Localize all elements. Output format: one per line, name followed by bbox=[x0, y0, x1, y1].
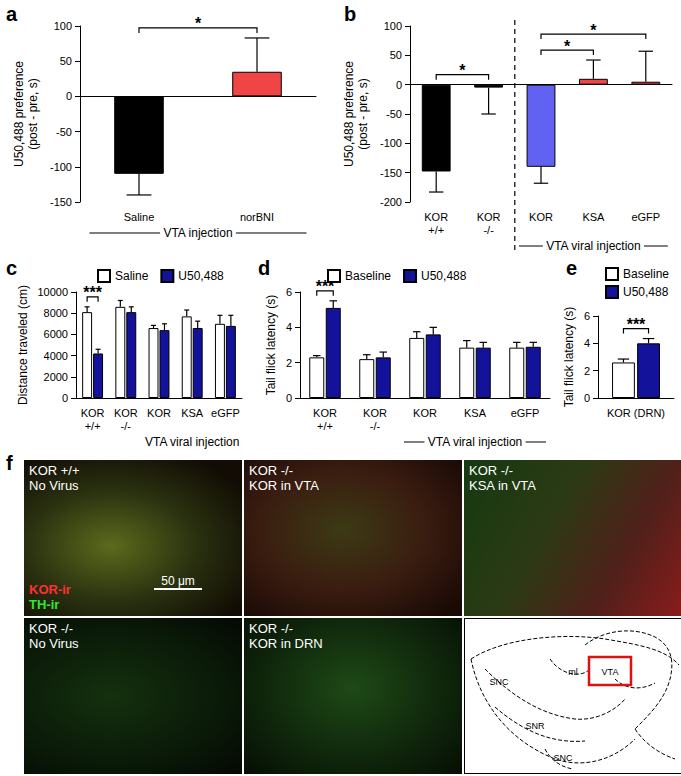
svg-text:0: 0 bbox=[62, 392, 68, 404]
svg-text:+/+: +/+ bbox=[85, 420, 101, 432]
svg-text:SNC: SNC bbox=[553, 753, 573, 763]
svg-text:*: * bbox=[195, 15, 202, 32]
html-text:f: f bbox=[6, 452, 13, 474]
html-text:TH-ir: TH-ir bbox=[29, 597, 60, 612]
svg-text:b: b bbox=[344, 3, 356, 25]
svg-text:-100: -100 bbox=[50, 161, 72, 173]
svg-text:U50,488 preference: U50,488 preference bbox=[12, 61, 26, 167]
svg-text:d: d bbox=[258, 257, 270, 279]
svg-text:KOR: KOR bbox=[424, 211, 448, 223]
svg-text:(post - pre, s): (post - pre, s) bbox=[26, 78, 40, 149]
svg-text:-/-: -/- bbox=[121, 420, 132, 432]
svg-text:+/+: +/+ bbox=[428, 224, 444, 236]
svg-text:2: 2 bbox=[286, 357, 292, 369]
svg-text:-200: -200 bbox=[380, 196, 402, 208]
svg-text:KOR (DRN): KOR (DRN) bbox=[607, 407, 665, 419]
svg-text:KOR: KOR bbox=[114, 407, 138, 419]
svg-text:***: *** bbox=[83, 284, 102, 301]
svg-text:0: 0 bbox=[66, 90, 72, 102]
svg-text:100: 100 bbox=[54, 20, 72, 32]
html-text:KOR +/+ No Virus: KOR +/+ No Virus bbox=[29, 463, 80, 493]
svg-text:Baseline: Baseline bbox=[623, 267, 669, 281]
svg-text:KOR: KOR bbox=[363, 407, 387, 419]
svg-text:*: * bbox=[590, 22, 597, 39]
svg-text:+/+: +/+ bbox=[317, 420, 333, 432]
svg-text:50: 50 bbox=[390, 49, 402, 61]
html-text:KOR -/- No Virus: KOR -/- No Virus bbox=[29, 621, 79, 651]
svg-text:KOR: KOR bbox=[313, 407, 337, 419]
svg-text:100: 100 bbox=[384, 20, 402, 32]
svg-text:c: c bbox=[6, 257, 17, 279]
svg-text:Saline: Saline bbox=[124, 211, 155, 223]
svg-text:e: e bbox=[566, 257, 577, 279]
svg-text:eGFP: eGFP bbox=[211, 407, 240, 419]
html-text:50 μm: 50 μm bbox=[161, 574, 195, 588]
svg-text:50: 50 bbox=[60, 55, 72, 67]
html-text:KOR -/- KOR in DRN: KOR -/- KOR in DRN bbox=[249, 621, 323, 651]
svg-text:4000: 4000 bbox=[44, 350, 68, 362]
svg-text:Tail flick latency (s): Tail flick latency (s) bbox=[264, 295, 278, 396]
svg-text:KSA: KSA bbox=[181, 407, 204, 419]
svg-text:0: 0 bbox=[584, 392, 590, 404]
svg-text:Tail flick latency (s): Tail flick latency (s) bbox=[562, 307, 576, 408]
svg-text:KOR: KOR bbox=[413, 407, 437, 419]
svg-text:4: 4 bbox=[286, 321, 292, 333]
svg-text:-/-: -/- bbox=[370, 420, 381, 432]
svg-text:KOR: KOR bbox=[81, 407, 105, 419]
svg-text:-100: -100 bbox=[380, 137, 402, 149]
svg-text:2: 2 bbox=[584, 365, 590, 377]
svg-text:eGFP: eGFP bbox=[511, 407, 540, 419]
svg-text:Distance traveled (cm): Distance traveled (cm) bbox=[16, 285, 30, 405]
svg-text:U50,488: U50,488 bbox=[623, 285, 669, 299]
svg-text:a: a bbox=[6, 3, 18, 25]
html-text:KOR-ir: KOR-ir bbox=[29, 582, 71, 597]
svg-text:6: 6 bbox=[584, 310, 590, 322]
svg-text:Baseline: Baseline bbox=[345, 269, 391, 283]
svg-text:(post - pre, s): (post - pre, s) bbox=[356, 78, 370, 149]
svg-text:-50: -50 bbox=[56, 126, 72, 138]
svg-text:VTA viral injection: VTA viral injection bbox=[428, 435, 522, 449]
svg-text:-150: -150 bbox=[50, 196, 72, 208]
svg-text:norBNI: norBNI bbox=[240, 211, 274, 223]
svg-text:*: * bbox=[459, 62, 466, 79]
svg-text:*: * bbox=[564, 38, 571, 55]
svg-text:0: 0 bbox=[396, 79, 402, 91]
svg-text:ml: ml bbox=[568, 667, 578, 677]
svg-text:KOR: KOR bbox=[529, 211, 553, 223]
svg-text:SNR: SNR bbox=[525, 721, 545, 731]
svg-text:-150: -150 bbox=[380, 167, 402, 179]
svg-text:VTA viral injection: VTA viral injection bbox=[145, 435, 239, 449]
svg-text:6: 6 bbox=[286, 286, 292, 298]
svg-text:U50,488: U50,488 bbox=[421, 269, 467, 283]
svg-text:eGFP: eGFP bbox=[631, 211, 660, 223]
html-text:KOR -/- KOR in VTA: KOR -/- KOR in VTA bbox=[249, 463, 319, 493]
svg-text:10000: 10000 bbox=[37, 286, 68, 298]
svg-text:-50: -50 bbox=[386, 108, 402, 120]
svg-text:2000: 2000 bbox=[44, 371, 68, 383]
svg-text:-/-: -/- bbox=[483, 224, 494, 236]
svg-text:SNC: SNC bbox=[489, 677, 509, 687]
svg-text:6000: 6000 bbox=[44, 328, 68, 340]
svg-text:KOR: KOR bbox=[147, 407, 171, 419]
svg-text:U50,488 preference: U50,488 preference bbox=[342, 61, 356, 167]
svg-text:0: 0 bbox=[286, 392, 292, 404]
svg-text:***: *** bbox=[627, 316, 646, 333]
svg-text:KOR: KOR bbox=[477, 211, 501, 223]
svg-text:KSA: KSA bbox=[582, 211, 605, 223]
svg-text:8000: 8000 bbox=[44, 307, 68, 319]
svg-text:VTA: VTA bbox=[602, 667, 619, 677]
svg-text:U50,488: U50,488 bbox=[178, 269, 224, 283]
svg-text:VTA injection: VTA injection bbox=[163, 226, 232, 240]
svg-text:VTA viral injection: VTA viral injection bbox=[546, 239, 640, 253]
svg-text:KSA: KSA bbox=[464, 407, 487, 419]
svg-text:4: 4 bbox=[584, 337, 590, 349]
svg-text:Saline: Saline bbox=[115, 269, 149, 283]
html-text:KOR -/- KSA in VTA: KOR -/- KSA in VTA bbox=[469, 463, 536, 493]
